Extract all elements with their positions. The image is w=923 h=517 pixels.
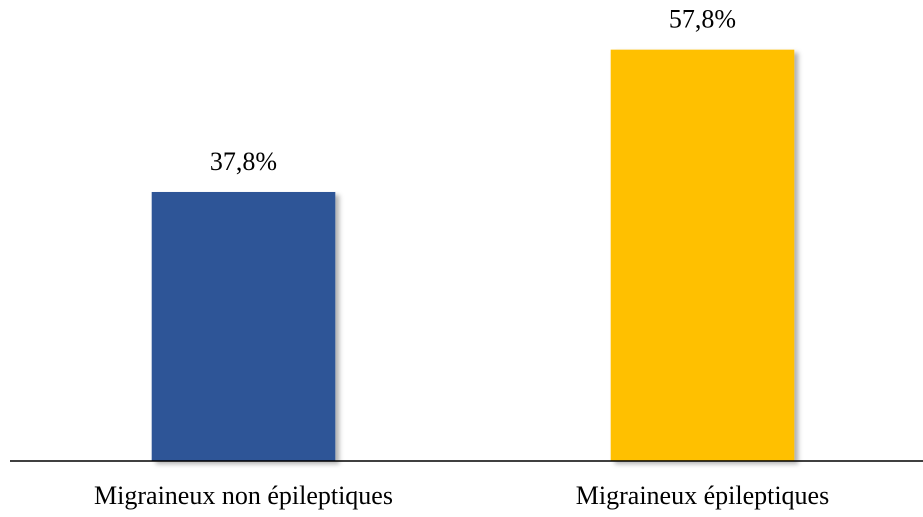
x-tick-label: Migraineux non épileptiques — [94, 481, 393, 510]
value-label: 37,8% — [210, 147, 277, 176]
bar — [610, 49, 795, 461]
bar — [151, 191, 336, 462]
value-label: 57,8% — [669, 5, 736, 34]
x-tick-label: Migraineux épileptiques — [576, 481, 829, 510]
